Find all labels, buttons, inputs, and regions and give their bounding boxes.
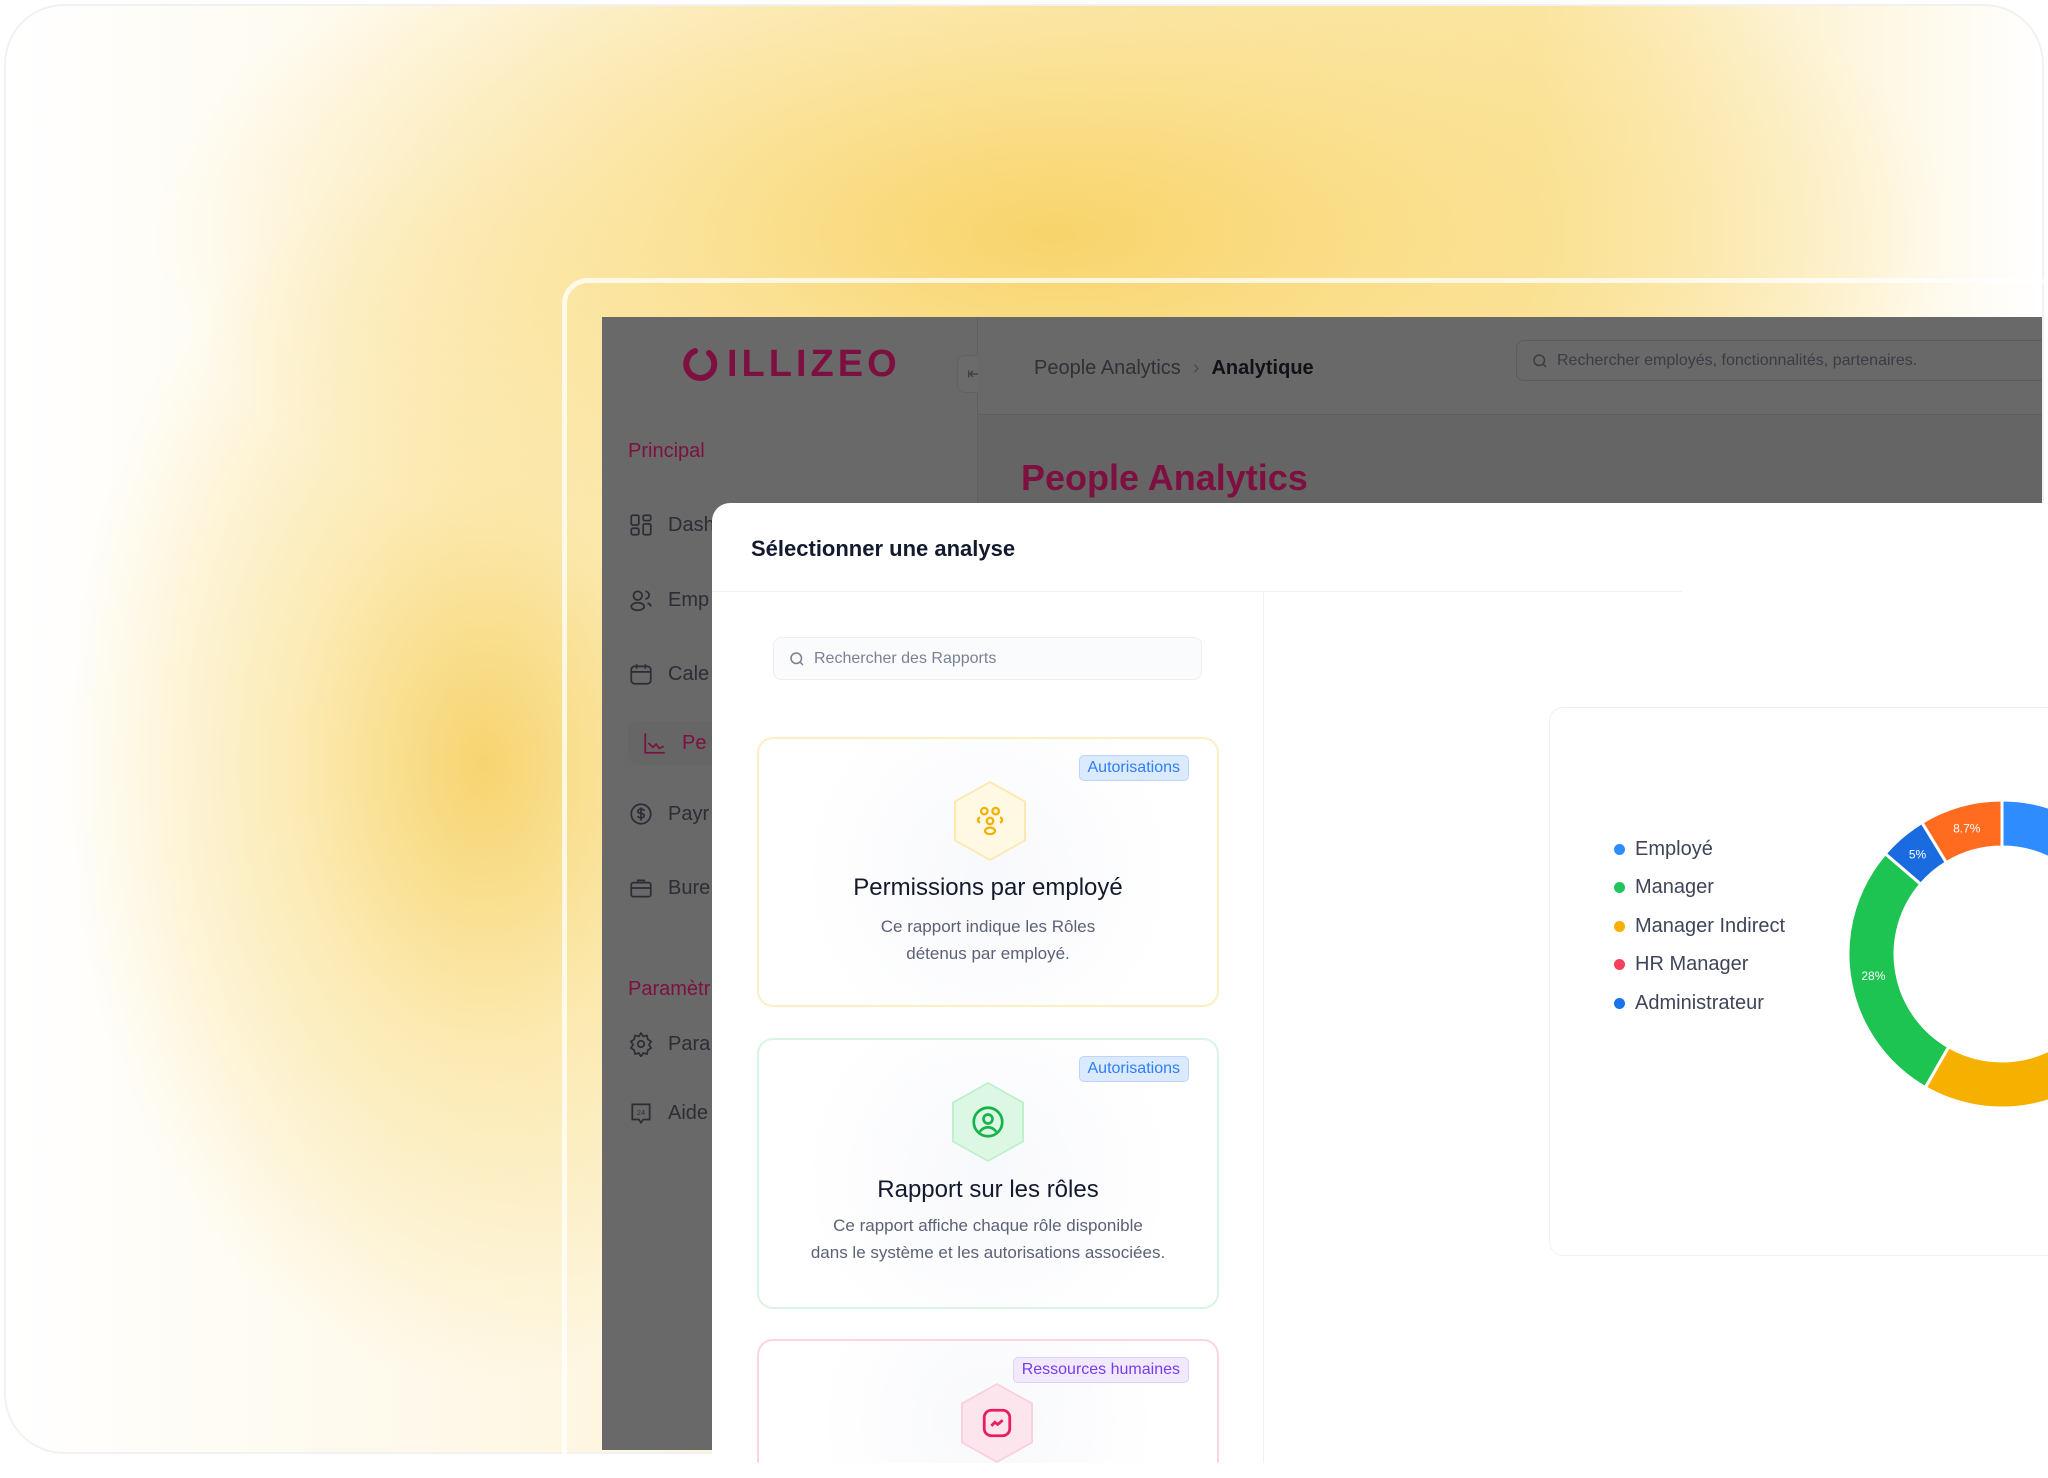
legend-label: Employé xyxy=(1635,837,1713,860)
gear-icon xyxy=(629,1031,653,1057)
modal-title: Sélectionner une analyse xyxy=(751,536,1016,561)
divider xyxy=(1263,592,1264,1463)
legend-item[interactable]: HR Manager xyxy=(1614,946,1785,985)
report-search-input[interactable]: Rechercher des Rapports xyxy=(773,637,1202,680)
breadcrumb: People Analytics › Analytique xyxy=(1034,357,1314,380)
report-card-roles[interactable]: Autorisations Rapport sur les rôles Ce r… xyxy=(757,1038,1219,1309)
search-placeholder: Rechercher des Rapports xyxy=(814,649,997,667)
card-title: Permissions par employé xyxy=(853,874,1123,901)
legend-label: HR Manager xyxy=(1635,953,1749,976)
legend-label: Manager xyxy=(1635,876,1714,899)
logo[interactable]: ILLIZEO xyxy=(683,343,901,386)
legend-label: Manager Indirect xyxy=(1635,914,1786,937)
breadcrumb-current: Analytique xyxy=(1211,357,1314,379)
card-description: Ce rapport indique les Rôles détenus par … xyxy=(880,917,1096,963)
donut-slice[interactable] xyxy=(1919,798,2004,865)
legend-dot xyxy=(1614,920,1625,932)
chevron-right-icon: › xyxy=(1192,357,1200,379)
legend-dot xyxy=(1614,882,1625,894)
sidebar-item-calendar[interactable]: Cale xyxy=(628,652,968,696)
user-circle-icon xyxy=(972,1106,1004,1138)
sidebar-item-payroll[interactable]: Payr xyxy=(628,792,968,836)
sidebar-item-employees[interactable]: Emp xyxy=(628,578,968,622)
chart-card: Employé Manager Manager Indirect HR Manager… xyxy=(1549,707,2048,1256)
global-search-input[interactable]: Rechercher employés, fonctionnalités, pa… xyxy=(1516,340,2042,381)
search-icon xyxy=(790,651,804,666)
trend-chart-icon xyxy=(982,1408,1012,1438)
legend-dot xyxy=(1614,843,1625,855)
page-title: People Analytics xyxy=(1021,457,1308,498)
sidebar-item-settings[interactable]: Para xyxy=(628,1022,968,1066)
support-24-icon: 24 xyxy=(631,1103,651,1125)
collapse-icon: ⇤ xyxy=(967,366,981,383)
sidebar-item-label: Aide xyxy=(668,1101,709,1124)
svg-text:24: 24 xyxy=(637,1108,645,1117)
sidebar-item-label: Pe xyxy=(682,731,707,754)
card-description: Ce rapport affiche chaque rôle disponibl… xyxy=(810,1216,1166,1262)
legend-item[interactable]: Manager xyxy=(1614,869,1785,908)
donut-slice[interactable] xyxy=(2000,798,2048,1045)
search-icon xyxy=(1533,353,1547,368)
legend-dot xyxy=(1614,997,1625,1009)
users-icon xyxy=(630,590,652,612)
category-badge: Autorisations xyxy=(1078,1056,1189,1082)
legend-item[interactable]: Manager Indirect xyxy=(1614,907,1785,946)
sidebar-item-help[interactable]: 24 Aide xyxy=(628,1091,968,1135)
calendar-icon xyxy=(630,664,652,685)
hex-icon-bg xyxy=(954,781,1026,861)
logo-icon xyxy=(683,347,718,381)
report-card-permissions[interactable]: Autorisations Permissions par employé Ce… xyxy=(757,737,1219,1007)
breadcrumb-item[interactable]: People Analytics xyxy=(1034,357,1181,379)
legend-item[interactable]: Administrateur xyxy=(1614,984,1785,1023)
briefcase-icon xyxy=(630,879,652,898)
slice-label: 28% xyxy=(1861,969,1885,983)
select-analysis-modal: Sélectionner une analyse Rechercher des … xyxy=(712,503,2048,1463)
dollar-icon xyxy=(630,803,652,825)
section-settings: Paramètr xyxy=(628,978,711,1000)
sidebar-item-office[interactable]: Bure xyxy=(628,866,968,910)
report-card-hr[interactable]: Ressources humaines xyxy=(757,1339,1219,1463)
sidebar-item-label: Emp xyxy=(668,588,710,611)
sidebar-item-label: Cale xyxy=(668,662,710,685)
sidebar-item-label: Para xyxy=(668,1032,711,1055)
card-title: Rapport sur les rôles xyxy=(877,1176,1099,1203)
category-badge: Ressources humaines xyxy=(1012,1357,1189,1383)
logo-text: ILLIZEO xyxy=(727,343,901,385)
donut-slice[interactable] xyxy=(1923,1017,2048,1110)
users-group-icon xyxy=(976,806,1004,836)
grid-icon xyxy=(630,514,652,536)
sidebar-item-label: Dash xyxy=(668,513,715,536)
divider xyxy=(712,591,1682,592)
top-header: People Analytics › Analytique Rechercher… xyxy=(978,317,2042,415)
slice-label: 8.7% xyxy=(1953,821,1981,835)
donut-slice[interactable] xyxy=(1846,851,1951,1090)
legend-item[interactable]: Employé xyxy=(1614,830,1785,869)
sidebar-item-label: Bure xyxy=(668,876,711,899)
legend-dot xyxy=(1614,959,1625,971)
hex-icon-bg xyxy=(961,1383,1033,1463)
category-badge: Autorisations xyxy=(1078,755,1189,781)
donut-chart: 28% 5% 8.7% xyxy=(1846,798,2048,1110)
search-placeholder: Rechercher employés, fonctionnalités, pa… xyxy=(1557,351,1918,369)
section-principal: Principal xyxy=(628,440,705,462)
chart-legend: Employé Manager Manager Indirect HR Manager… xyxy=(1614,830,1785,1023)
sidebar-item-label: Payr xyxy=(668,802,710,825)
hex-icon-bg xyxy=(952,1082,1024,1162)
slice-label: 5% xyxy=(1909,848,1927,862)
legend-label: Administrateur xyxy=(1635,991,1764,1014)
sidebar-item-dashboard[interactable]: Dash xyxy=(628,503,968,547)
chart-line-icon xyxy=(644,733,665,754)
